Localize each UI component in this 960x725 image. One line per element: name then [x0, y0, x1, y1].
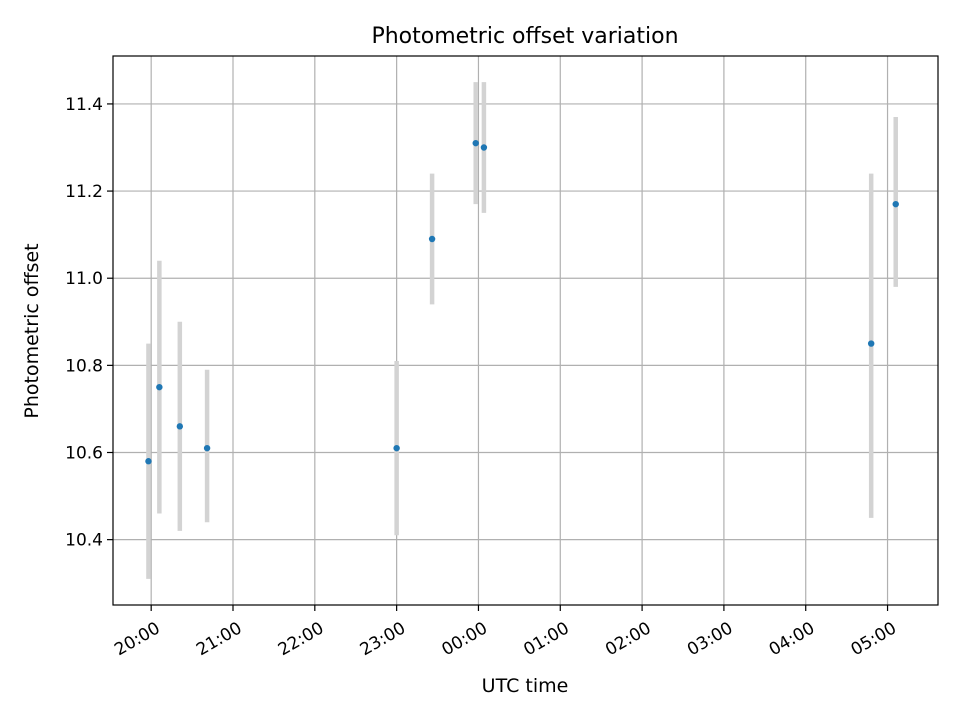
data-point: [892, 200, 899, 208]
chart-title: Photometric offset variation: [371, 24, 678, 49]
data-point: [480, 144, 488, 151]
data-point: [145, 458, 152, 465]
data-point: [156, 383, 163, 391]
data-point: [203, 444, 211, 452]
y-axis-label: Photometric offset: [21, 243, 43, 418]
y-tick-label: 11.0: [65, 269, 103, 289]
y-tick-label: 11.2: [65, 182, 103, 202]
data-point: [867, 340, 875, 347]
y-tick-label: 10.8: [65, 356, 103, 376]
point-layer: [145, 139, 899, 465]
grid-layer: [113, 56, 938, 605]
y-tick-label: 10.6: [65, 444, 103, 464]
data-point: [472, 139, 479, 147]
data-point: [428, 235, 436, 243]
plot-frame: [112, 55, 939, 606]
y-tick-label: 10.4: [65, 531, 103, 551]
data-point: [176, 423, 184, 430]
data-point: [393, 444, 400, 452]
y-tick-label: 11.4: [65, 95, 103, 115]
x-axis-label: UTC time: [482, 675, 569, 697]
